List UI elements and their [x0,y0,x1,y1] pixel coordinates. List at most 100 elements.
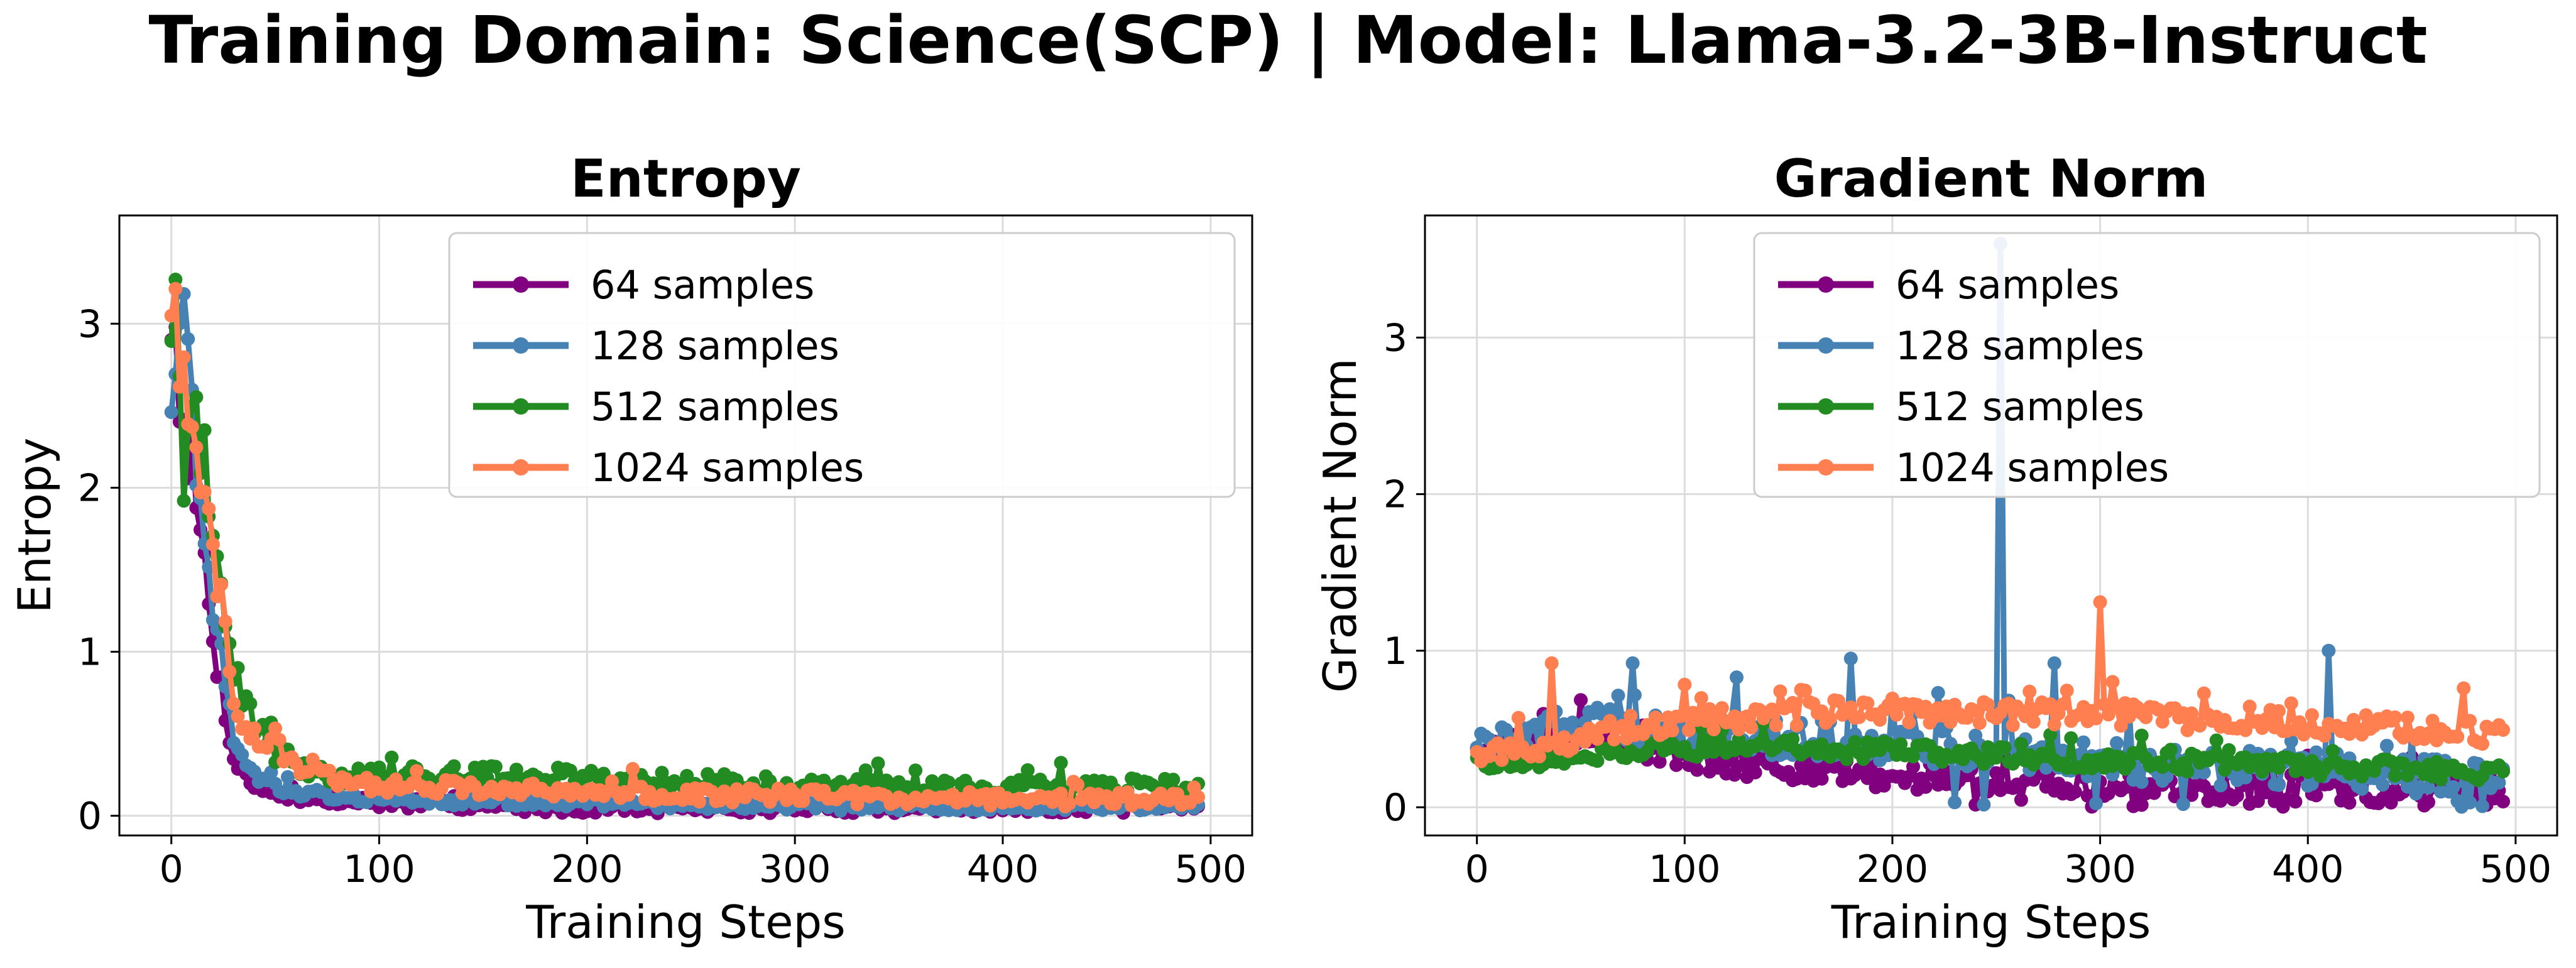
legend-label: 64 samples [591,262,814,308]
data-point [1769,718,1783,732]
data-point [1989,751,2004,765]
data-point [1669,758,1684,772]
data-point [2433,772,2448,786]
figure-title: Training Domain: Science(SCP) | Model: L… [148,2,2427,79]
data-point [2089,711,2103,726]
data-point [2239,723,2252,737]
data-point [1860,696,1875,710]
data-point [2185,706,2199,721]
legend-item: 128 samples [1778,323,2144,369]
data-point [1071,778,1085,792]
legend: 64 samples 128 samples 512 samples 1024 sam… [448,232,1236,498]
data-point [177,350,191,364]
data-point [1843,700,1858,714]
data-point [1918,780,1933,794]
data-point [983,798,998,813]
data-point [1902,715,1916,730]
y-tick-label: 2 [78,466,102,510]
legend-item: 64 samples [1778,262,2119,308]
data-point [2056,697,2070,712]
data-point [2077,735,2091,749]
data-point [1166,773,1181,787]
legend-label: 64 samples [1896,262,2119,308]
x-axis-label: Training Steps [1831,896,2151,949]
data-point [871,756,885,771]
data-point [2492,775,2506,790]
data-point [168,281,183,296]
data-point [2288,795,2303,809]
data-point [1715,701,1729,715]
data-point [1703,702,1716,716]
data-point [1706,722,1721,737]
legend-label: 128 samples [1896,323,2144,369]
data-point [202,501,216,516]
legend-box [1753,232,2541,498]
data-point [235,748,249,762]
data-point [2496,795,2510,808]
data-point [1495,753,1509,767]
legend-label: 1024 samples [591,445,864,491]
legend-box [448,232,1236,498]
x-tick-label: 300 [2064,847,2136,891]
data-point [1860,771,1875,785]
data-point [2457,681,2471,695]
panel-title: Gradient Norm [1774,148,2208,209]
data-point [1191,790,1205,804]
data-point [1972,716,1987,731]
data-point [2388,768,2403,783]
legend-swatch-marker [513,459,529,476]
data-point [626,762,640,776]
data-point [1773,684,1787,699]
data-point [447,759,461,773]
data-point [2496,723,2510,737]
data-point [1786,732,1800,746]
data-point [2475,737,2489,751]
data-point [2421,795,2435,809]
data-point [1649,710,1662,725]
data-point [1798,683,1813,698]
x-tick-label: 200 [1857,847,1929,891]
data-point [1765,702,1779,717]
data-point [1678,677,1692,692]
data-point [1948,795,1962,810]
data-point [2222,743,2236,757]
data-point [2463,714,2477,728]
series-512-samples [1470,716,2510,788]
data-point [2325,744,2340,758]
data-point [2355,782,2369,796]
data-point [1532,749,1546,764]
data-point [1603,702,1617,716]
data-point [227,697,241,711]
y-tick-label: 3 [1384,316,1407,360]
data-point [2105,675,2120,689]
data-point [563,763,577,778]
entropy-panel: 0 100 200 300 400 500 0 1 2 3 Entropy Training Step… [8,148,1253,949]
data-point [197,423,212,437]
data-point [1931,686,1945,700]
data-point [2197,686,2211,700]
x-tick-label: 400 [2272,847,2344,891]
data-point [1062,797,1076,811]
data-point [1503,736,1517,751]
data-point [2446,780,2460,794]
data-point [281,770,295,784]
data-point [2047,717,2061,732]
data-point [2193,719,2207,733]
legend-swatch-marker [1818,337,1834,354]
x-tick-label: 500 [2480,847,2552,891]
data-point [2022,684,2037,699]
y-tick-label: 1 [78,631,102,675]
legend-item: 1024 samples [1778,445,2169,491]
data-point [2359,708,2373,722]
legend-swatch-marker [513,337,529,354]
data-point [1918,700,1933,714]
data-point [2388,710,2403,724]
data-point [410,764,424,778]
data-point [796,794,810,808]
data-point [2155,760,2169,775]
data-point [1906,759,1920,774]
data-point [1611,688,1625,703]
data-point [692,795,706,809]
data-point [2242,699,2257,714]
data-point [1624,709,1638,723]
